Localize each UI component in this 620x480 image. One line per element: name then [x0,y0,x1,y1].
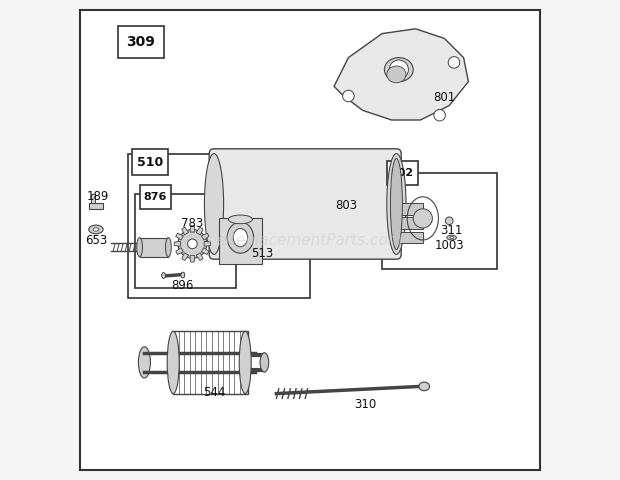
Ellipse shape [137,238,143,257]
Bar [118,26,164,58]
Ellipse shape [419,382,430,391]
Bar [219,218,262,264]
Ellipse shape [387,154,406,254]
Polygon shape [196,227,203,235]
Circle shape [448,57,460,68]
Bar [128,154,310,298]
Ellipse shape [228,215,252,224]
Bar [399,217,423,229]
Ellipse shape [93,228,99,231]
Circle shape [413,209,432,228]
Ellipse shape [181,272,185,278]
Circle shape [389,60,409,79]
Bar [140,185,170,209]
Text: 801: 801 [433,91,456,104]
Polygon shape [334,29,468,120]
Polygon shape [202,248,209,254]
Ellipse shape [166,238,171,257]
Circle shape [434,109,445,121]
Circle shape [178,229,207,258]
Bar [387,161,418,185]
Circle shape [343,90,354,102]
Ellipse shape [167,331,179,394]
Ellipse shape [384,58,413,82]
Ellipse shape [162,273,166,278]
Text: 544: 544 [203,386,225,399]
Ellipse shape [239,331,251,394]
Text: 311: 311 [440,224,463,237]
Polygon shape [196,253,203,261]
Polygon shape [174,241,180,246]
Text: 510: 510 [137,156,164,168]
Circle shape [445,217,453,225]
Bar [135,194,236,288]
Bar [91,194,95,203]
Bar [133,149,169,175]
Text: 802: 802 [391,168,414,178]
Bar [399,203,423,215]
Text: 653: 653 [85,234,107,248]
Polygon shape [204,241,211,246]
Polygon shape [182,253,188,261]
Ellipse shape [205,154,224,254]
Text: 1003: 1003 [435,239,464,252]
Text: 783: 783 [181,216,203,230]
Ellipse shape [138,347,151,378]
Ellipse shape [260,353,268,372]
Bar [399,232,423,243]
Text: 310: 310 [354,398,376,411]
Polygon shape [202,233,209,240]
Polygon shape [190,256,195,262]
Text: 513: 513 [251,247,273,260]
Text: eReplacementParts.com: eReplacementParts.com [216,232,404,248]
Ellipse shape [233,228,247,247]
Bar [140,238,169,257]
Polygon shape [176,248,184,254]
Text: 803: 803 [335,199,357,212]
Circle shape [188,239,197,249]
Bar [89,203,103,209]
Bar [382,173,497,269]
FancyBboxPatch shape [209,149,401,259]
Polygon shape [176,233,184,240]
Text: 896: 896 [172,279,194,292]
Bar [173,331,247,394]
Ellipse shape [387,66,406,83]
Polygon shape [182,227,188,235]
Text: 309: 309 [126,35,155,49]
Polygon shape [190,226,195,232]
Ellipse shape [450,237,453,239]
Text: 876: 876 [143,192,167,202]
Ellipse shape [447,235,456,240]
Ellipse shape [391,158,402,250]
Text: 189: 189 [87,190,109,204]
Ellipse shape [89,225,103,234]
Ellipse shape [227,222,254,253]
